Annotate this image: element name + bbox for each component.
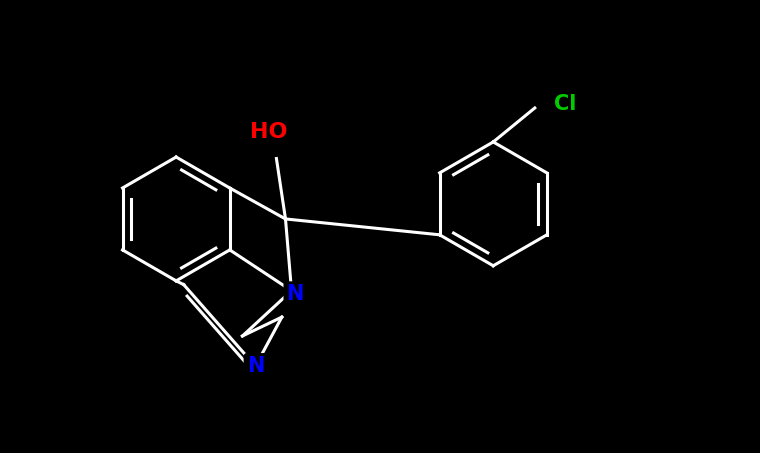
Text: N: N xyxy=(287,284,304,304)
Text: Cl: Cl xyxy=(553,94,576,114)
Text: HO: HO xyxy=(250,122,287,142)
Text: N: N xyxy=(247,356,264,376)
